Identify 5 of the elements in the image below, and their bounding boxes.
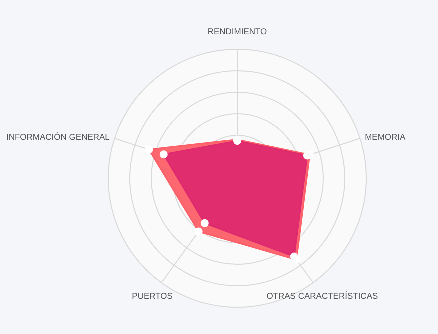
spoke-label: PUERTOS <box>132 291 174 302</box>
spoke-label: MEMORIA <box>365 132 406 142</box>
spoke-label: INFORMACIÓN GENERAL <box>6 132 110 142</box>
spoke-label: RENDIMIENTO <box>208 26 268 37</box>
spoke-label: OTRAS CARACTERÍSTICAS <box>266 291 378 302</box>
